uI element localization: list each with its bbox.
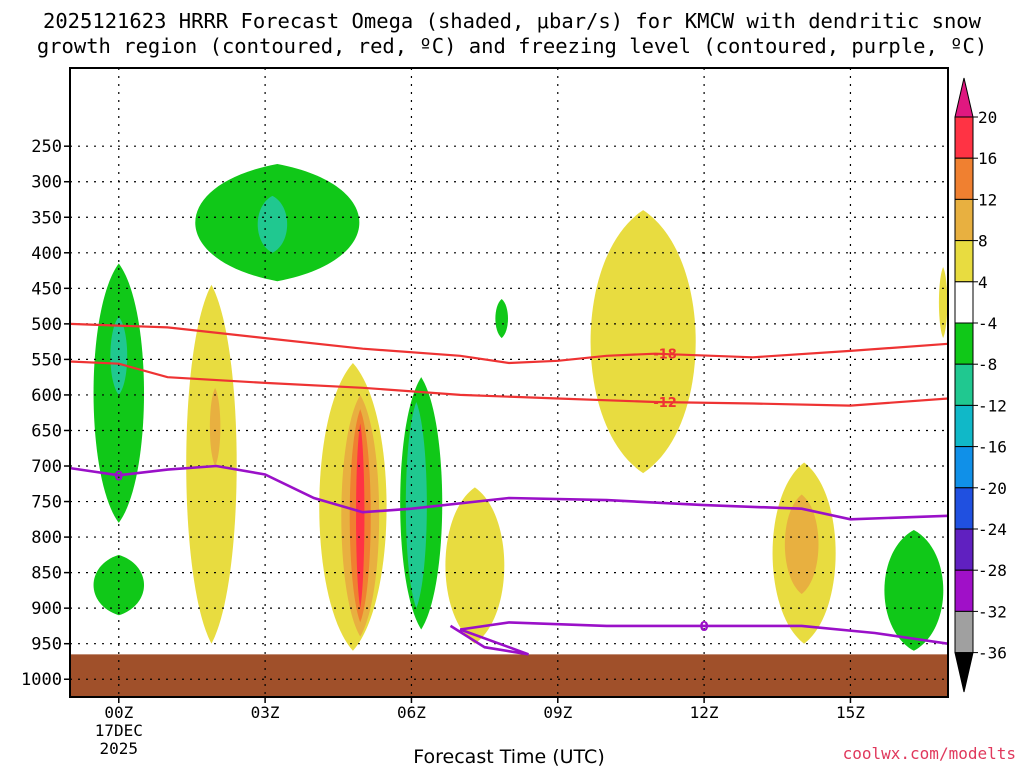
colorbar-label: -4 [978,314,997,333]
y-tick-label: 1000 [21,670,62,690]
colorbar-label: 12 [978,190,997,209]
colorbar-label: 20 [978,108,997,127]
colorbar-swatch [954,569,974,612]
y-tick-label: 750 [31,493,62,513]
colorbar-swatch [954,487,974,530]
chart-title-line-2: growth region (contoured, red, ºC) and f… [36,34,988,58]
y-tick-label: 850 [31,564,62,584]
purple-contour-label: 0 [114,469,123,484]
omega-region-descent-green-08z [495,298,508,339]
y-tick-label: 600 [31,386,62,406]
x-axis-label: Forecast Time (UTC) [413,746,605,768]
colorbar-label: 16 [978,149,997,168]
y-tick-label: 950 [31,635,62,655]
colorbar: 20 16 12 8 4 -4 -8 -12 -16 -20 -24 -28 -32 -36 [954,77,1007,693]
y-tick-label: 700 [31,457,62,477]
colorbar-label: -8 [978,355,997,374]
omega-region-ascent-orange-02z [209,387,221,467]
colorbar-swatch [954,404,974,448]
omega-region-ascent-yellow-17z-edge [938,267,948,339]
red-contour-label: -18 [653,348,677,363]
colorbar-bottom-arrow [954,652,974,693]
colorbar-label: -36 [978,644,1007,663]
colorbar-swatch [954,198,974,242]
y-tick-label: 450 [31,279,62,299]
omega-region-descent-teal-low-left [110,316,128,395]
colorbar-swatch [954,157,974,200]
y-tick-label: 500 [31,315,62,335]
omega-region-ascent-yellow-07z [445,487,505,644]
x-tick-label: 06Z [397,703,426,722]
x-tick-label: 00Z [104,703,133,722]
colorbar-swatch [954,528,974,571]
omega-region-descent-small-low-left [93,554,145,616]
colorbar-label: 4 [978,273,988,292]
plot-frame [69,67,949,698]
red-contour--12 [70,360,948,407]
chart-title-line-1: 2025121623 HRRR Forecast Omega (shaded, … [43,9,981,33]
y-axis: 250 300 350 400 450 500 550 600 650 700 750 800 850 9… [21,137,70,690]
y-tick-label: 350 [31,208,62,228]
y-tick-label: 300 [31,173,62,193]
colorbar-swatch [954,610,974,654]
colorbar-label: -24 [978,520,1007,539]
colorbar-swatch [954,446,974,489]
y-tick-label: 550 [31,350,62,370]
purple-contour-label: 0 [700,620,709,635]
omega-region-descent-green-16z [884,529,944,651]
y-tick-label: 400 [31,244,62,264]
colorbar-top-arrow [954,77,974,118]
x-tick-label: 15Z [836,703,865,722]
x-tick-year-label: 2025 [100,739,139,758]
x-tick-label: 12Z [690,703,719,722]
purple-contour-1 [449,621,948,656]
omega-region-descent-teal-upper [257,195,288,253]
colorbar-label: -16 [978,438,1007,457]
x-tick-label: 09Z [543,703,572,722]
y-tick-label: 650 [31,421,62,441]
credit-text[interactable]: coolwx.com/modelts [842,744,1016,763]
red-contour--18 [70,322,948,365]
omega-shading-group [70,163,948,697]
x-tick-label: 03Z [251,703,280,722]
colorbar-swatch [954,281,974,324]
colorbar-label: -12 [978,396,1007,415]
y-tick-label: 250 [31,137,62,157]
grid-lines [70,68,948,697]
contours-group: -18 -12 0 0 [70,322,948,656]
colorbar-label: -32 [978,602,1007,621]
ground-surface [70,654,948,697]
x-tick-date-label: 17DEC [95,721,143,740]
y-tick-label: 900 [31,599,62,619]
omega-region-ascent-yellow-02z [186,284,237,644]
y-tick-label: 800 [31,528,62,548]
omega-region-ascent-red-05z [356,423,365,609]
colorbar-label: 8 [978,232,988,251]
purple-contour-0 [70,464,948,521]
red-contour-label: -12 [653,396,677,411]
colorbar-swatch [954,363,974,406]
colorbar-swatch [954,116,974,159]
omega-region-ascent-yellow-11z-tall [590,210,696,474]
colorbar-label: -20 [978,479,1007,498]
omega-region-ascent-orange-14z [784,494,819,594]
colorbar-label: -28 [978,561,1007,580]
colorbar-swatch [954,322,974,365]
colorbar-swatch [954,240,974,283]
